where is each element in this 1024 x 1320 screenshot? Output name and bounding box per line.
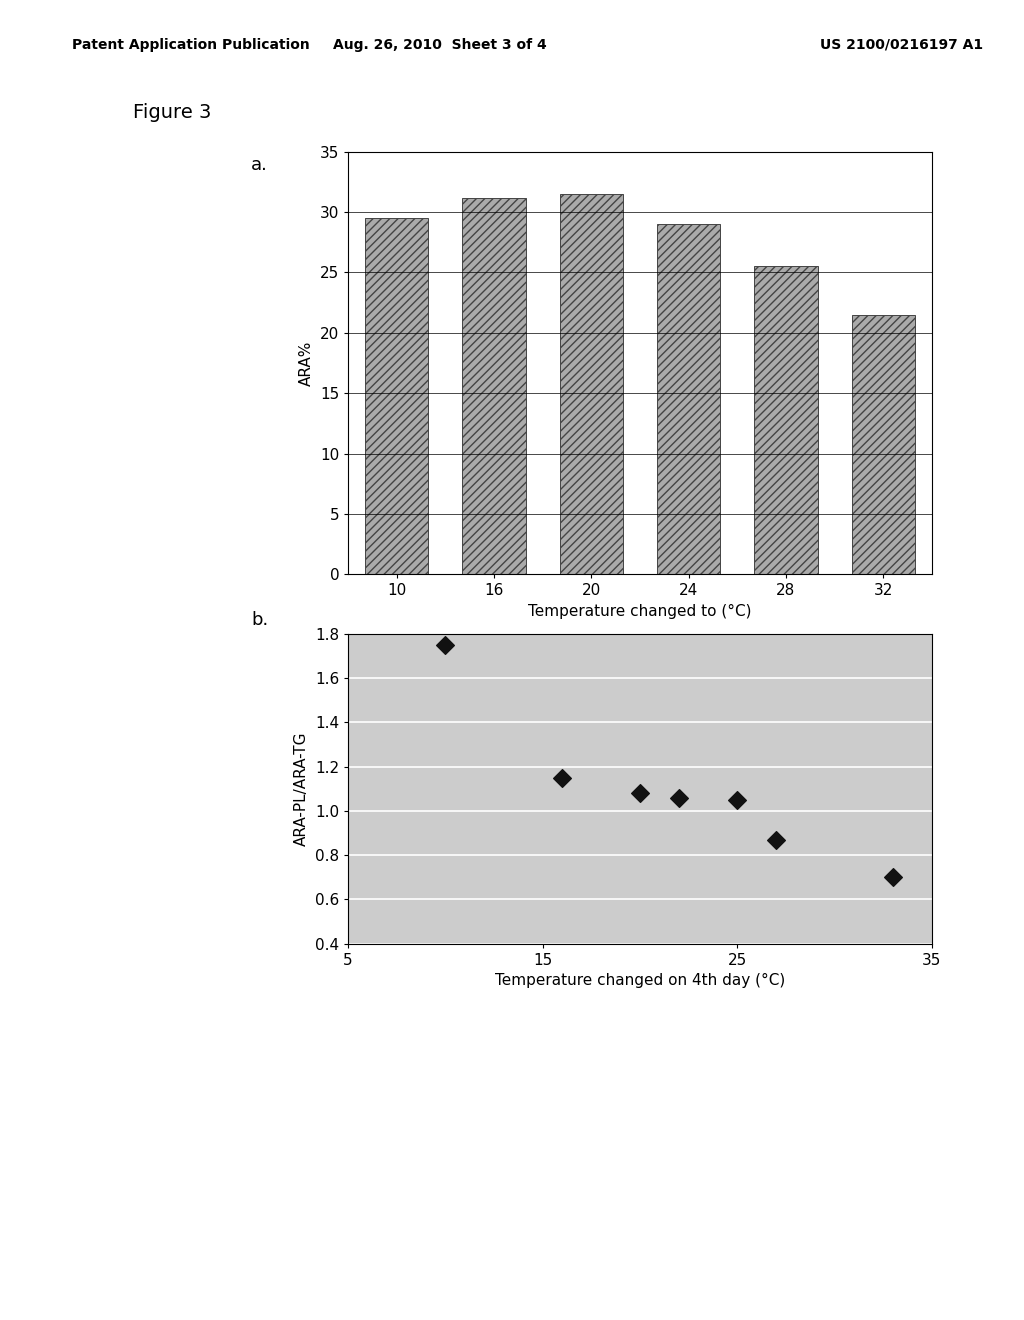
Text: Figure 3: Figure 3 <box>133 103 212 121</box>
Text: a.: a. <box>251 156 267 174</box>
Text: b.: b. <box>251 611 268 630</box>
Bar <box>852 314 914 574</box>
Bar <box>755 267 817 574</box>
Y-axis label: ARA%: ARA% <box>299 341 314 385</box>
Point <box>768 829 784 850</box>
Bar <box>657 224 720 574</box>
X-axis label: Temperature changed to (°C): Temperature changed to (°C) <box>528 603 752 619</box>
Point <box>554 767 570 788</box>
Bar <box>560 194 623 574</box>
Y-axis label: ARA-PL/ARA-TG: ARA-PL/ARA-TG <box>294 731 309 846</box>
Point <box>729 789 745 810</box>
Text: Patent Application Publication: Patent Application Publication <box>72 38 309 51</box>
X-axis label: Temperature changed on 4th day (°C): Temperature changed on 4th day (°C) <box>495 973 785 989</box>
Point <box>885 867 901 888</box>
Text: US 2100/0216197 A1: US 2100/0216197 A1 <box>819 38 983 51</box>
Point <box>437 634 454 655</box>
Point <box>632 783 648 804</box>
Text: Aug. 26, 2010  Sheet 3 of 4: Aug. 26, 2010 Sheet 3 of 4 <box>334 38 547 51</box>
Bar <box>463 198 525 574</box>
Bar <box>366 218 428 574</box>
Point <box>671 787 687 808</box>
